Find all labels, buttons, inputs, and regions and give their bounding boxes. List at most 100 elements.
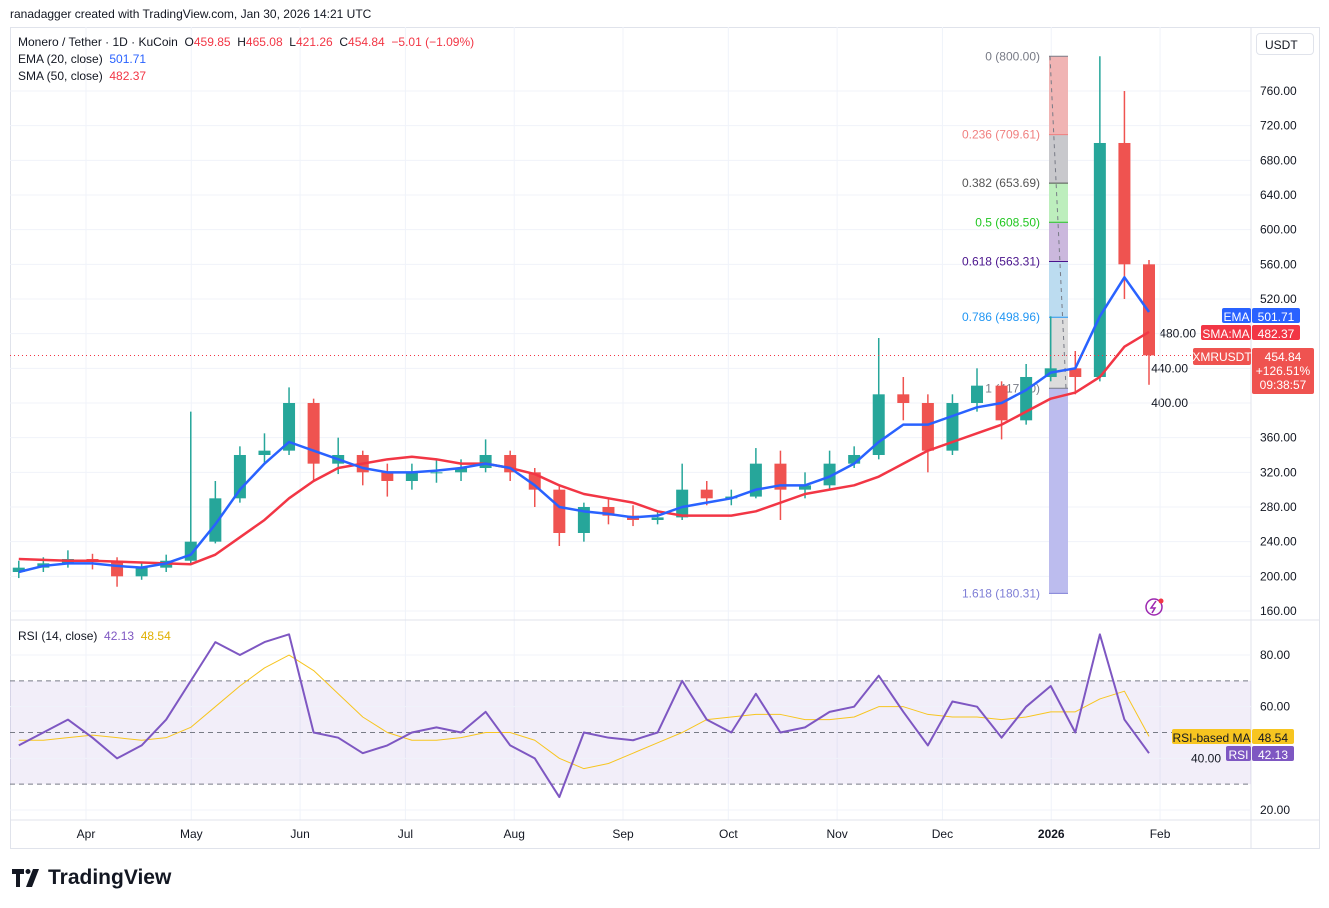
candle-body [553,489,566,533]
candle-body [823,463,836,486]
price-tick-label: 280.00 [1260,500,1297,514]
rsi-legend[interactable]: RSI (14, close) 42.13 48.54 [18,629,171,643]
price-tick-label: 240.00 [1260,535,1297,549]
candle-body [774,463,787,490]
candle-body [971,385,984,403]
candle-body [209,498,222,542]
ema-legend-label: EMA (20, close) [18,52,103,66]
candle-body [676,489,689,518]
ema-name-badge: EMA [1223,310,1249,324]
currency-selector[interactable]: USDT [1256,33,1314,55]
sma-name-badge-bg [1201,325,1251,340]
time-tick-label: Aug [504,827,525,841]
price-tick-label: 360.00 [1260,431,1297,445]
fib-zone [1049,183,1068,223]
candle-body [1118,142,1131,265]
time-tick-label: Apr [77,827,96,841]
candle-body [479,454,492,468]
price-tick-label: 760.00 [1260,84,1297,98]
candle-body [258,450,271,455]
candle-body [111,560,124,577]
fib-level-label: 0.786 (498.96) [962,310,1040,324]
candle-body [381,472,394,481]
lightning-icon[interactable] [1145,598,1164,616]
ema20-line [18,276,1151,574]
fib-level-label: 0.382 (653.69) [962,176,1040,190]
time-tick-label: Jun [290,827,309,841]
price-tick-label: 400.00 [1151,396,1188,410]
candle-body [897,394,910,403]
price-tick-label: 320.00 [1260,465,1297,479]
price-tick-label: 200.00 [1260,569,1297,583]
price-tick-label: 160.00 [1260,604,1297,618]
rsi-name-badge-bg [1226,746,1251,761]
rsi-name-badge: RSI [1228,748,1248,762]
candle-body [1093,142,1106,377]
price-change: −5.01 (−1.09%) [391,35,475,49]
ohlc-high: 465.08 [245,35,283,49]
price-badge: 454.84 [1265,350,1302,364]
sma-legend[interactable]: SMA (50, close) 482.37 [18,69,146,83]
candle-body [455,467,468,473]
fib-zone [1049,134,1068,184]
rsi-legend-value: 42.13 [104,629,135,643]
candle-body [1143,264,1155,356]
candle-body [577,506,590,533]
fib-level-label: 0.618 (563.31) [962,254,1040,268]
candle-body [135,567,148,577]
sma-legend-label: SMA (50, close) [18,69,103,83]
rsi-ma-name-badge: RSI-based MA [1172,731,1250,745]
ohlc-low: 421.26 [295,35,333,49]
candle-body [233,454,246,499]
ema-name-badge-bg [1222,308,1251,323]
rsi-ma-legend-value: 48.54 [140,629,171,643]
tradingview-logo-icon [12,869,39,887]
price-tick-label: 680.00 [1260,153,1297,167]
rsi-tick-label: 80.00 [1260,648,1290,662]
fib-level-label: 0.236 (709.61) [962,128,1040,142]
ema-legend[interactable]: EMA (20, close) 501.71 [18,52,146,66]
time-tick-label: Jul [398,827,413,841]
time-tick-label: Feb [1150,827,1171,841]
candle-body [799,485,812,490]
candle-body [848,454,861,464]
price-badge: 09:38:57 [1260,378,1307,392]
ohlc-open-label: O [184,35,194,49]
time-tick-label: May [180,827,203,841]
price-tick-label: 480.00 [1159,327,1196,341]
symbol-title[interactable]: Monero / Tether · 1D · KuCoin [18,35,178,49]
rsi-value-badge: 42.13 [1258,748,1288,762]
brand-name: TradingView [48,866,172,889]
price-tick-label: 720.00 [1260,119,1297,133]
ohlc-close-label: C [339,35,349,49]
rsi-band [10,680,1251,785]
ohlc-open: 459.85 [193,35,231,49]
fib-zone [1049,261,1068,318]
fib-level-label: 0.5 (608.50) [975,215,1040,229]
candle-body [405,472,418,481]
symbol-badge-bg [1193,348,1251,365]
price-tick-label: 640.00 [1260,188,1297,202]
rsi-tick-label: 40.00 [1191,751,1221,765]
sma-value-badge: 482.37 [1258,327,1295,341]
ema-legend-value: 501.71 [109,52,147,66]
price-badge: +126.51% [1256,364,1311,378]
sma50-line [18,330,1150,566]
price-tick-label: 520.00 [1260,292,1297,306]
lightning-icon-bolt [1149,600,1157,614]
time-tick-label: Dec [932,827,953,841]
price-tick-label: 600.00 [1260,223,1297,237]
rsi-line [18,633,1150,799]
candle-body [602,506,615,516]
tradingview-logo[interactable]: TradingView [12,866,171,890]
rsi-tick-label: 20.00 [1260,803,1290,817]
ema-value-badge-bg [1252,308,1300,323]
fib-zone [1049,388,1068,594]
rsi-ma-line [18,654,1150,770]
credit-line: ranadagger created with TradingView.com,… [10,7,372,21]
lightning-icon-circle [1145,598,1163,616]
candle-body [700,489,713,499]
fib-level-label: 1.618 (180.31) [962,586,1040,600]
